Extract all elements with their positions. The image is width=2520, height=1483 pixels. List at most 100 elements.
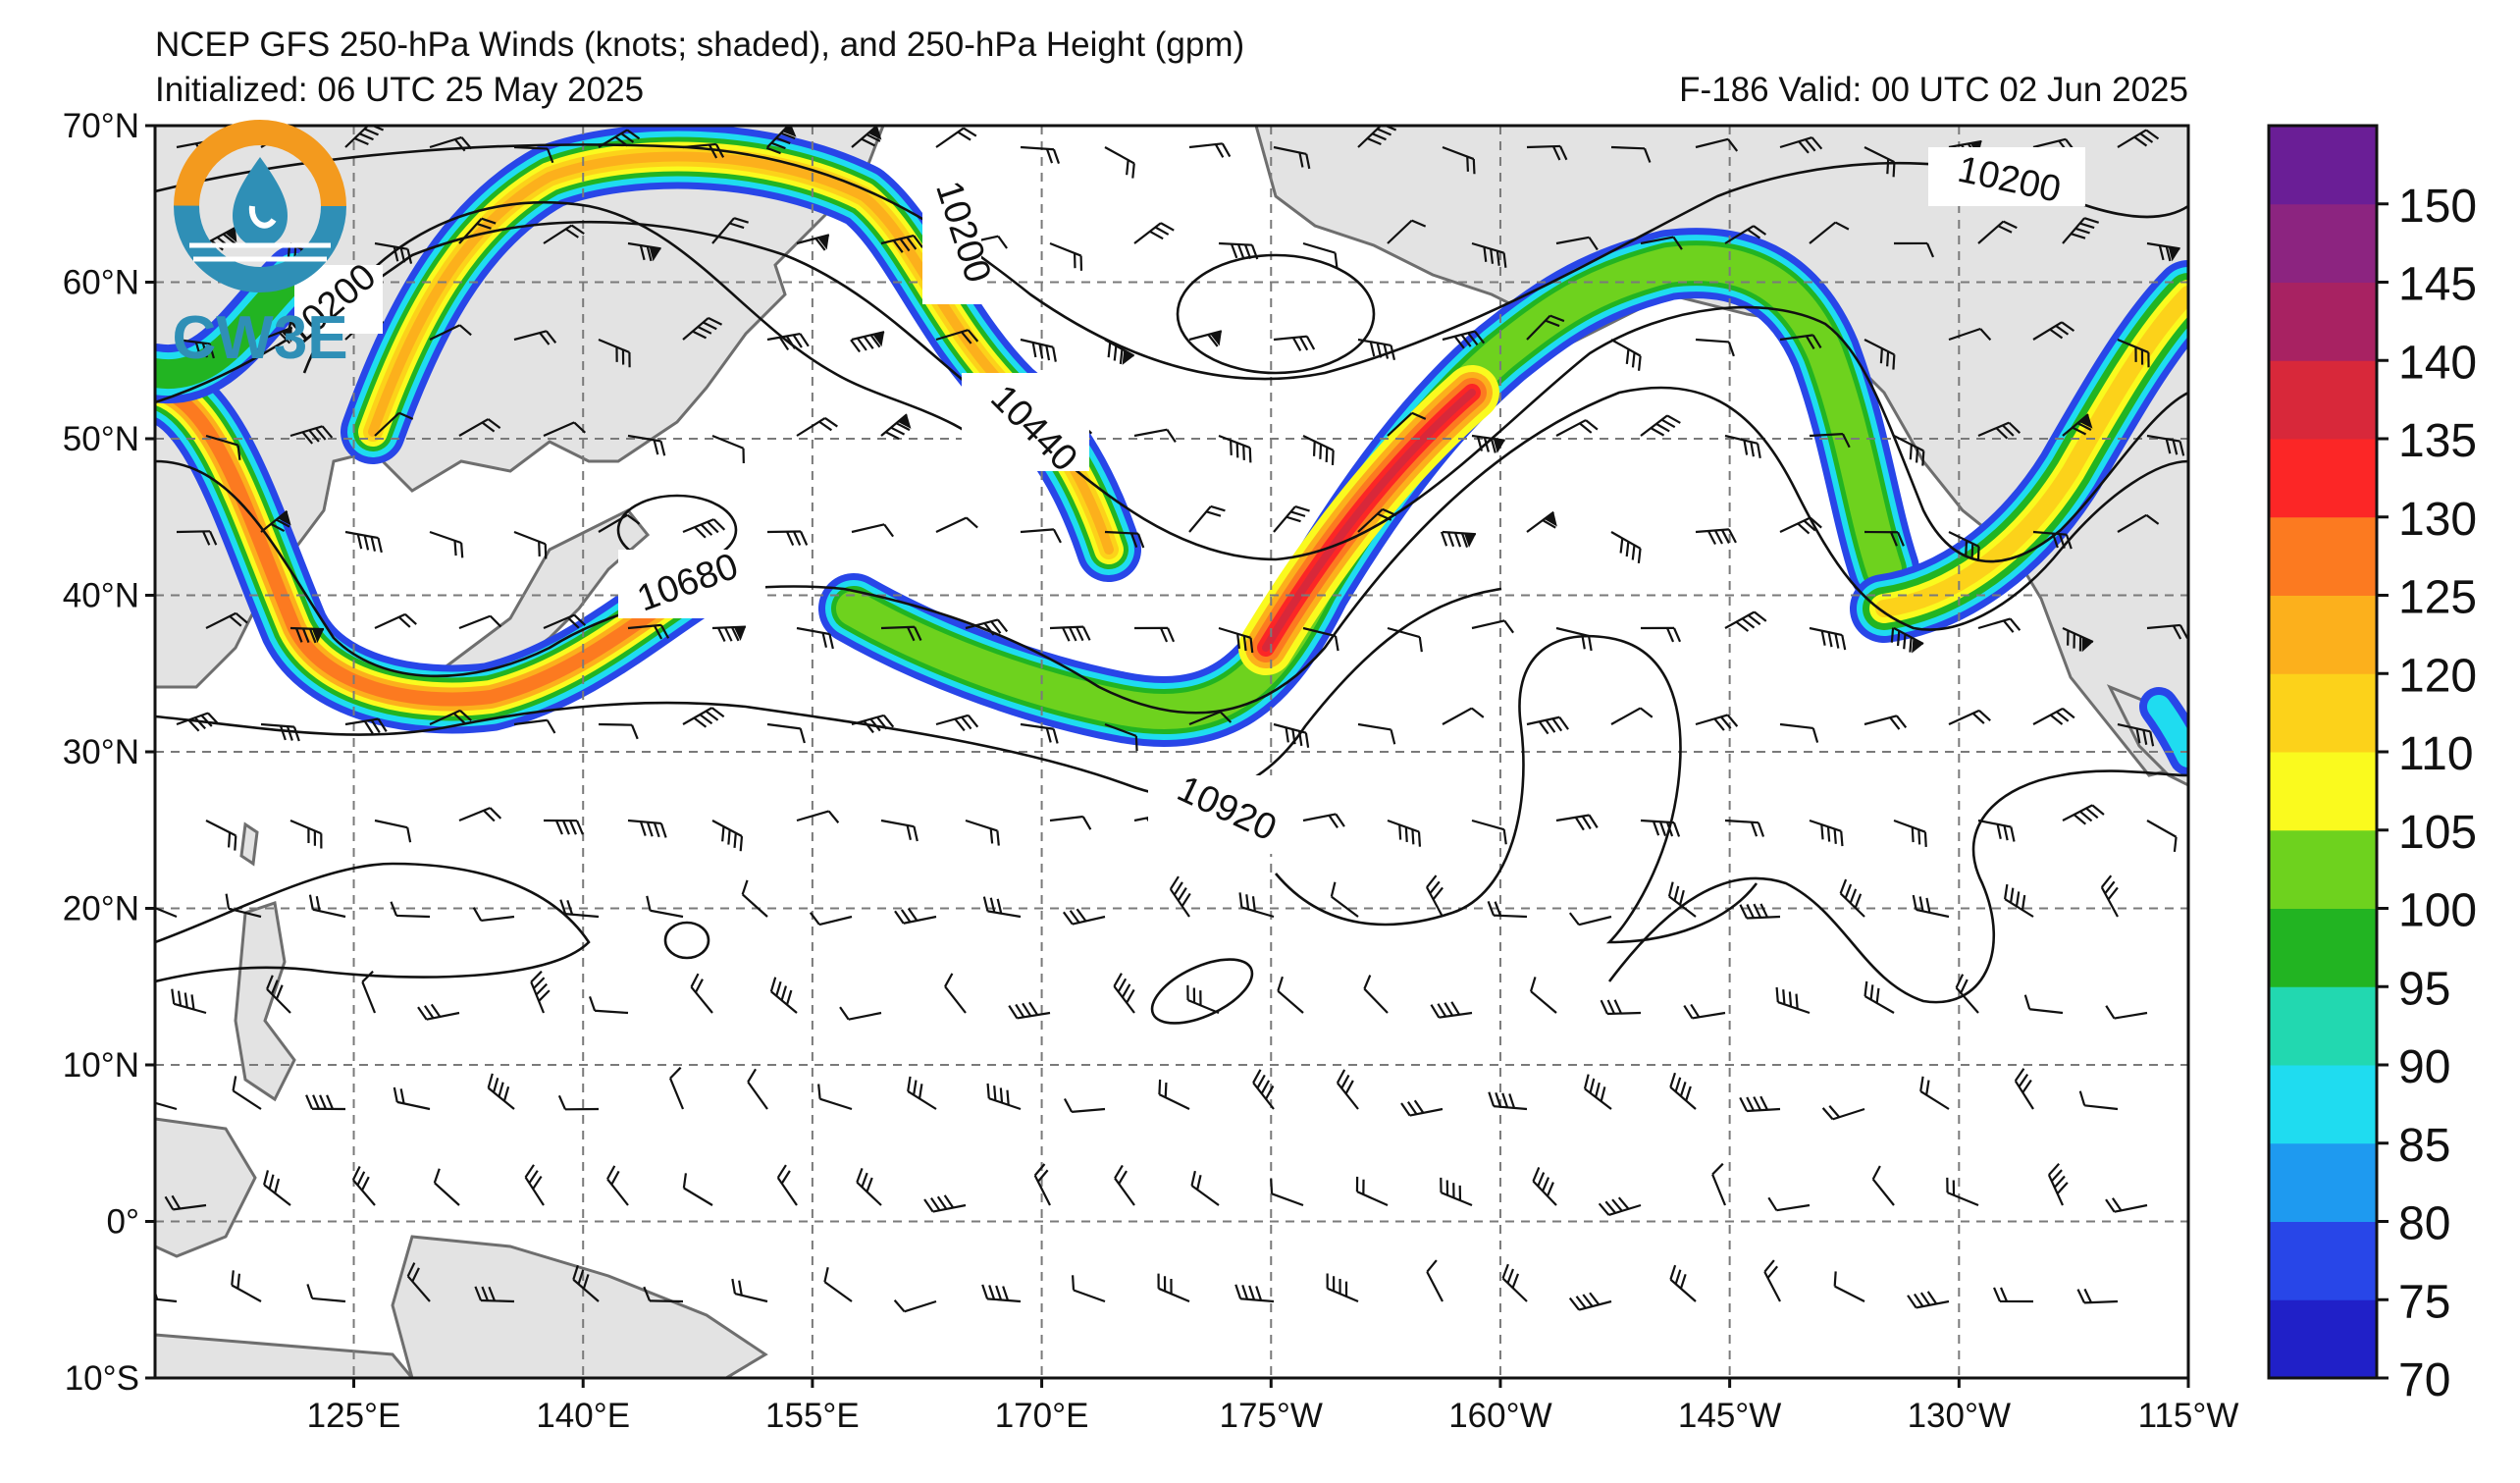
wind-barb	[2062, 217, 2100, 244]
wind-barb	[1529, 977, 1557, 1014]
wind-barb	[2062, 804, 2105, 825]
wind-barb	[232, 1076, 262, 1110]
wind-barb	[1072, 1275, 1106, 1303]
wind-barb	[1526, 510, 1557, 533]
wind-barb	[1330, 881, 1359, 918]
wind-barb	[1113, 973, 1135, 1014]
colorbar-tick-label: 150	[2398, 181, 2477, 233]
wind-barb	[1598, 1196, 1642, 1216]
wind-barb	[643, 1286, 684, 1303]
wind-barb	[1600, 999, 1642, 1016]
wind-barb	[1767, 1196, 1811, 1212]
wind-barb	[1977, 617, 2021, 633]
wind-barb	[1487, 901, 1528, 919]
wind-barb	[935, 714, 979, 732]
wind-barb	[1471, 819, 1507, 845]
wind-barb	[668, 1066, 685, 1110]
wind-barb	[809, 912, 853, 927]
wind-barb	[1104, 339, 1135, 365]
wind-barb	[205, 434, 241, 460]
wind-barb	[543, 819, 584, 835]
lon-tick-label: 140°E	[536, 1397, 630, 1435]
wind-barb	[2032, 707, 2075, 725]
colorbar-segment	[2269, 595, 2377, 674]
wind-barb	[731, 1278, 768, 1303]
wind-barb	[606, 1165, 629, 1206]
wind-barb	[1669, 1264, 1697, 1302]
wind-barb	[205, 820, 237, 851]
wind-barb	[1809, 433, 1851, 449]
wind-barb	[308, 894, 346, 919]
wind-barb	[393, 1086, 431, 1111]
wind-barb	[266, 975, 291, 1014]
wind-barb	[1430, 1001, 1473, 1019]
wind-barb	[1133, 626, 1176, 643]
wind-barb	[598, 513, 641, 533]
wind-barb	[1033, 1163, 1051, 1206]
contour-low-bering	[1176, 253, 1376, 375]
wind-barb	[1907, 1291, 1950, 1309]
wind-barb	[1555, 236, 1599, 251]
wind-barb	[1893, 819, 1927, 847]
wind-barb	[205, 611, 248, 629]
wind-barb	[260, 722, 300, 742]
wind-barb	[1387, 626, 1423, 653]
wind-barb	[981, 1284, 1022, 1303]
wind-barb	[923, 1194, 967, 1213]
wind-barb	[1946, 1177, 1979, 1207]
wind-barb	[1488, 1091, 1528, 1111]
wind-barb	[682, 518, 726, 539]
wind-barb	[817, 1084, 853, 1111]
logo-ring-blue	[174, 120, 346, 292]
borneo-land	[155, 1117, 257, 1258]
wind-barb	[796, 810, 840, 823]
wind-barb	[598, 129, 641, 148]
wind-barb	[1919, 1076, 1950, 1110]
lat-tick-label: 70°N	[63, 107, 139, 145]
wind-barb	[682, 142, 725, 159]
wind-barb	[598, 338, 631, 368]
wind-barb	[935, 127, 977, 148]
wind-barb	[1440, 1177, 1473, 1207]
wind-barb	[1779, 722, 1819, 743]
wind-barb	[344, 530, 383, 554]
wind-barb	[646, 895, 684, 919]
wind-barb	[711, 625, 747, 642]
wind-barb	[598, 722, 639, 740]
colorbar-tick-label: 125	[2398, 572, 2477, 624]
wind-barb	[390, 901, 431, 919]
wind-barb	[839, 1006, 882, 1021]
wind-barb	[1640, 236, 1683, 250]
wind-barb	[1363, 975, 1389, 1014]
wind-barb	[627, 241, 661, 262]
wind-barb	[1763, 1259, 1781, 1302]
valid-time: F-186 Valid: 00 UTC 02 Jun 2025	[1679, 71, 2188, 109]
wind-barb	[530, 970, 551, 1014]
wind-barb	[935, 329, 979, 344]
colorbar-tick-label: 85	[2398, 1120, 2450, 1172]
wind-barb	[2032, 530, 2073, 550]
wind-barb	[747, 1068, 768, 1110]
wind-barb	[351, 1166, 376, 1206]
wind-barb	[907, 1076, 937, 1110]
wind-barb	[1977, 421, 2021, 440]
colorbar-tick-label: 75	[2398, 1276, 2450, 1328]
lon-tick-label: 175°W	[1220, 1397, 1323, 1435]
colorbar-segment	[2269, 829, 2377, 909]
wind-barb	[766, 722, 806, 744]
water-drop-icon	[233, 157, 288, 247]
wind-barb	[1020, 145, 1061, 164]
wind-barb	[1049, 625, 1091, 642]
wind-barb	[260, 509, 291, 533]
wind-barb	[711, 820, 744, 852]
wind-barb	[543, 421, 587, 438]
wind-barb	[1864, 530, 1905, 547]
wind-barb	[796, 234, 830, 251]
colorbar-tick-label: 105	[2398, 807, 2477, 859]
wind-barb	[769, 977, 798, 1014]
wind-barb	[1190, 1170, 1220, 1206]
colorbar-segment	[2269, 516, 2377, 596]
wind-barb	[557, 1094, 600, 1111]
wind-barb	[1157, 1273, 1190, 1303]
wind-barb	[2117, 722, 2155, 747]
